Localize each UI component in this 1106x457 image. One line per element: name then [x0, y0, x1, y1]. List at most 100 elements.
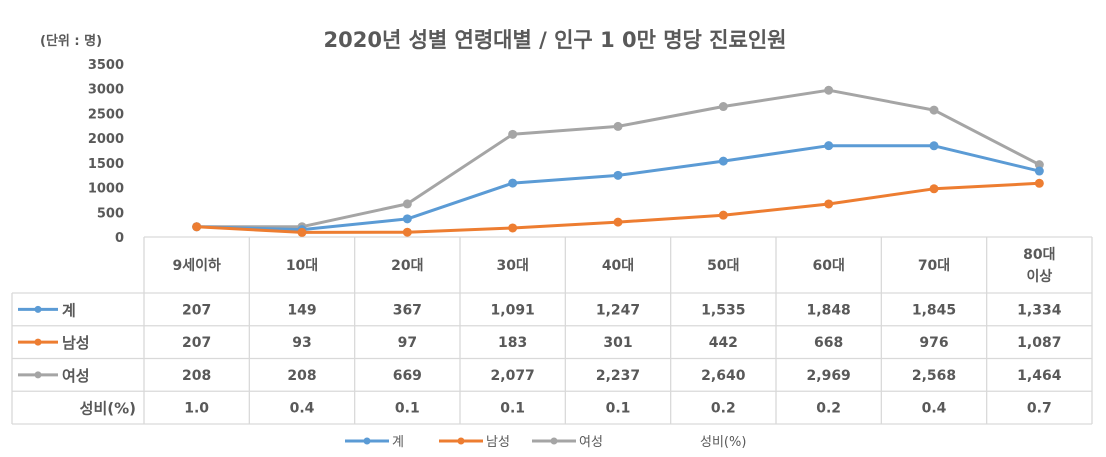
data-point	[718, 156, 728, 166]
data-point	[1034, 178, 1044, 188]
table-cell: 1.0	[184, 401, 209, 417]
x-category-label: 60대	[812, 258, 844, 274]
legend-label: 성비(%)	[700, 435, 746, 450]
series-남성	[192, 178, 1044, 237]
table-cell: 2,237	[596, 368, 640, 384]
data-point	[613, 217, 623, 227]
legend-marker-key	[34, 305, 42, 313]
table-cell: 0.7	[1027, 401, 1052, 417]
row-label: 성비(%)	[80, 400, 136, 418]
series-line	[196, 88, 1040, 229]
y-tick-label: 3000	[88, 83, 124, 98]
table-cell: 1,535	[701, 302, 745, 318]
data-point	[718, 210, 728, 220]
table-cell: 0.2	[711, 401, 736, 417]
y-tick-label: 3500	[88, 58, 124, 73]
legend-entry: 남성	[439, 435, 510, 450]
legend-label: 남성	[486, 435, 510, 450]
x-category-label: 10대	[286, 258, 318, 274]
legend-entry: 계	[345, 435, 404, 450]
table-row: 여성 208 208 669 2,077 2,237 2,640 2,969 2,568 1,46…	[18, 367, 1062, 385]
table-cell: 1,848	[807, 302, 851, 318]
y-tick-label: 1000	[88, 182, 124, 197]
data-point	[508, 178, 518, 188]
y-tick-label: 500	[97, 206, 124, 221]
chart-title: 2020년 성별 연령대별 / 인구 1 0만 명당 진료인원	[324, 28, 787, 52]
data-point	[929, 184, 939, 194]
y-tick-label: 0	[115, 231, 124, 246]
legend: 계 남성 여성 성비(%)	[345, 435, 746, 450]
data-point	[929, 105, 939, 115]
legend-label: 계	[392, 435, 404, 450]
table-cell: 149	[287, 302, 316, 318]
table-cell: 1,247	[596, 302, 640, 318]
table-row: 성비(%) 1.0 0.4 0.1 0.1 0.1 0.2 0.2 0.4 0.7	[80, 400, 1052, 418]
data-point	[402, 199, 412, 209]
x-category-label: 50대	[707, 258, 739, 274]
x-category-label: 30대	[496, 258, 528, 274]
data-point	[824, 199, 834, 209]
table-cell: 97	[398, 335, 417, 351]
table-cell: 0.4	[922, 401, 947, 417]
table-cell: 0.4	[290, 401, 315, 417]
x-category-label: 9세이하	[172, 257, 221, 274]
data-point	[613, 170, 623, 180]
data-point	[508, 129, 518, 139]
data-point	[1034, 166, 1044, 176]
legend-marker-icon	[363, 437, 371, 445]
table-cell: 1,091	[491, 302, 535, 318]
table-row: 남성 207 93 97 183 301 442 668 976 1,087	[18, 334, 1061, 352]
table-cell: 183	[498, 335, 527, 351]
data-point	[297, 227, 307, 237]
table-cell: 2,640	[701, 368, 746, 384]
data-point	[1034, 160, 1044, 170]
plot-area	[192, 85, 1044, 237]
table-cell: 2,568	[912, 368, 956, 384]
table-cell: 208	[182, 368, 211, 384]
table-cell: 669	[393, 368, 422, 384]
data-table: 9세이하 10대 20대 30대 40대 50대 60대 70대 80대 이상계 207 149 367…	[11, 236, 1093, 425]
y-tick-label: 1500	[88, 157, 124, 172]
legend-marker-icon	[457, 437, 465, 445]
table-cell: 668	[814, 335, 843, 351]
series-여성	[192, 85, 1044, 232]
y-axis: 0 500 1000 1500 2000 2500 3000 3500	[88, 58, 124, 246]
data-point	[824, 141, 834, 151]
data-point	[402, 214, 412, 224]
y-tick-label: 2000	[88, 132, 124, 147]
table-cell: 1,464	[1017, 368, 1062, 384]
y-tick-label: 2500	[88, 107, 124, 122]
table-cell: 208	[287, 368, 316, 384]
row-label: 여성	[62, 367, 90, 385]
table-cell: 976	[919, 335, 948, 351]
x-category-label: 70대	[918, 258, 950, 274]
legend-marker-key	[34, 338, 42, 346]
legend-marker-icon	[550, 437, 558, 445]
data-point	[824, 85, 834, 95]
table-cell: 207	[182, 302, 211, 318]
table-cell: 0.1	[395, 401, 420, 417]
legend-marker-key	[34, 371, 42, 379]
data-point	[402, 227, 412, 237]
table-cell: 0.1	[500, 401, 525, 417]
data-point	[718, 102, 728, 112]
x-category-label: 80대 이상	[1023, 247, 1055, 285]
series-line	[196, 144, 1040, 232]
table-cell: 1,087	[1017, 335, 1061, 351]
table-cell: 2,969	[807, 368, 851, 384]
legend-entry: 여성	[532, 435, 603, 450]
table-cell: 367	[393, 302, 422, 318]
data-point	[508, 223, 518, 233]
table-cell: 442	[709, 335, 738, 351]
unit-label: (단위 : 명)	[40, 33, 102, 49]
table-cell: 0.1	[606, 401, 631, 417]
row-label: 계	[62, 301, 76, 319]
x-category-label: 40대	[602, 258, 634, 274]
table-cell: 1,334	[1017, 302, 1062, 318]
table-cell: 93	[292, 335, 311, 351]
table-row: 계 207 149 367 1,091 1,247 1,535 1,848 1,845 1,334	[18, 301, 1062, 319]
table-cell: 2,077	[491, 368, 535, 384]
row-label: 남성	[62, 334, 90, 352]
legend-entry: 성비(%)	[700, 435, 746, 450]
